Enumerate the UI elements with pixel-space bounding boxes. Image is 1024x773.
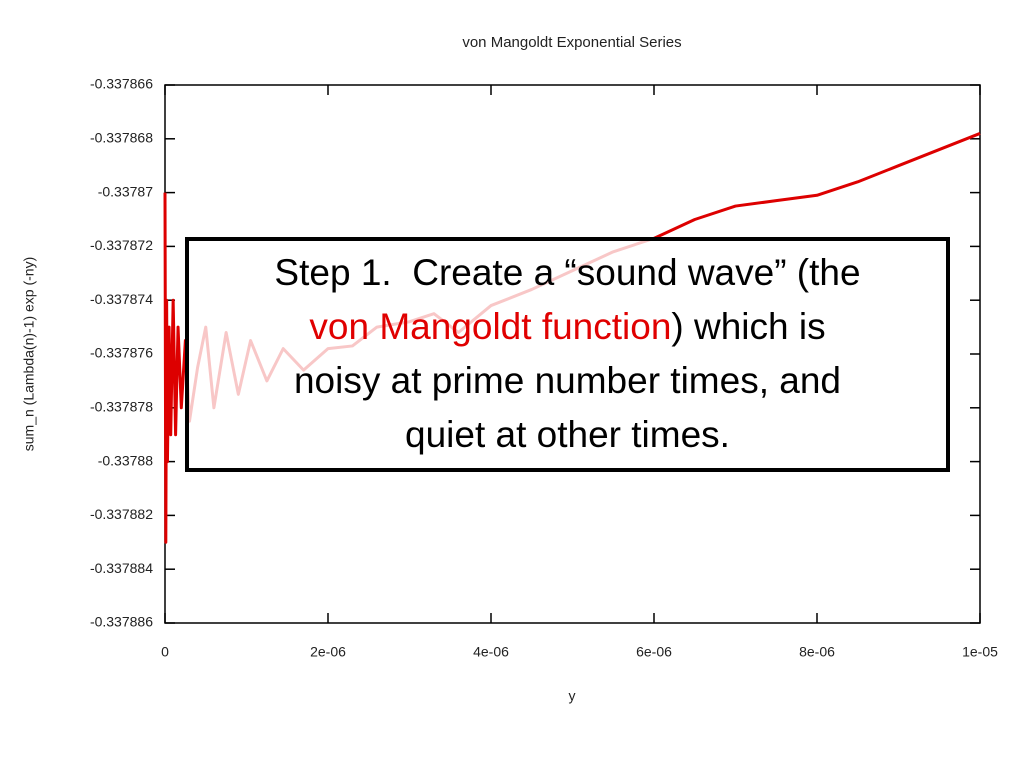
x-tick-label: 4e-06 [473,644,509,660]
annotation-box: Step 1. Create a “sound wave” (the von Ma… [185,237,950,472]
y-tick-label: -0.337878 [90,399,153,415]
y-tick-label: -0.337884 [90,560,153,576]
y-tick-label: -0.337872 [90,237,153,253]
annotation-text: Step 1. Create a “sound wave” (the [274,252,861,293]
x-tick-label: 0 [161,644,169,660]
x-tick-label: 8e-06 [799,644,835,660]
y-tick-label: -0.337866 [90,76,153,92]
y-tick-label: -0.337868 [90,130,153,146]
chart-title: von Mangoldt Exponential Series [462,34,681,51]
y-tick-label: -0.337876 [90,345,153,361]
x-axis-label: y [569,688,576,704]
y-tick-label: -0.337882 [90,506,153,522]
annotation-text: quiet at other times. [405,414,730,455]
x-tick-label: 6e-06 [636,644,672,660]
y-tick-label: -0.33787 [98,183,153,199]
y-tick-label: -0.337886 [90,614,153,630]
annotation-text: ) which is [671,306,826,347]
x-tick-label: 2e-06 [310,644,346,660]
x-tick-label: 1e-05 [962,644,998,660]
y-tick-label: -0.337874 [90,291,153,307]
annotation-text: noisy at prime number times, and [293,360,841,401]
annotation-highlight: von Mangoldt function [309,306,672,347]
y-tick-label: -0.33788 [98,452,153,468]
y-axis-label: sum_n (Lambda(n)-1) exp (-ny) [21,257,37,452]
